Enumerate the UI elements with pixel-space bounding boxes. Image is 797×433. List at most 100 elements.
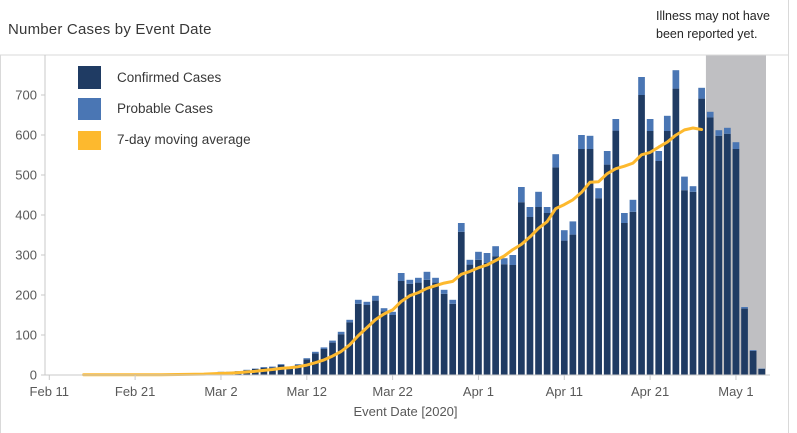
- bar-probable[interactable]: [483, 253, 491, 263]
- bar-confirmed[interactable]: [569, 234, 577, 375]
- bar-confirmed[interactable]: [595, 198, 602, 375]
- bar-confirmed[interactable]: [758, 369, 766, 375]
- bar-confirmed[interactable]: [535, 207, 542, 375]
- bar-probable[interactable]: [526, 207, 534, 217]
- bar-confirmed[interactable]: [715, 135, 723, 375]
- bar-probable[interactable]: [698, 87, 705, 99]
- bar-confirmed[interactable]: [586, 149, 594, 375]
- bar-probable[interactable]: [303, 358, 311, 360]
- bar-probable[interactable]: [552, 154, 560, 168]
- bar-probable[interactable]: [432, 277, 439, 283]
- bar-probable[interactable]: [689, 186, 697, 192]
- bar-confirmed[interactable]: [337, 334, 345, 375]
- bar-confirmed[interactable]: [698, 98, 705, 375]
- bar-confirmed[interactable]: [294, 365, 302, 375]
- bar-probable[interactable]: [346, 319, 354, 323]
- bar-confirmed[interactable]: [406, 283, 414, 375]
- bar-confirmed[interactable]: [269, 367, 276, 375]
- bar-confirmed[interactable]: [741, 308, 748, 375]
- bar-confirmed[interactable]: [432, 282, 439, 375]
- bar-confirmed[interactable]: [578, 149, 585, 375]
- bar-probable[interactable]: [475, 251, 482, 260]
- bar-probable[interactable]: [466, 259, 474, 265]
- bar-confirmed[interactable]: [423, 279, 431, 375]
- bar-probable[interactable]: [732, 142, 740, 149]
- bar-confirmed[interactable]: [621, 223, 628, 375]
- bar-probable[interactable]: [389, 311, 396, 315]
- bar-confirmed[interactable]: [526, 217, 534, 375]
- bar-confirmed[interactable]: [724, 133, 731, 375]
- bar-confirmed[interactable]: [483, 263, 491, 375]
- bar-probable[interactable]: [397, 273, 405, 281]
- bar-confirmed[interactable]: [749, 351, 757, 375]
- bar-confirmed[interactable]: [603, 164, 611, 375]
- bar-probable[interactable]: [337, 331, 345, 335]
- bar-probable[interactable]: [543, 207, 551, 213]
- bar-probable[interactable]: [329, 340, 336, 343]
- bar-confirmed[interactable]: [415, 282, 422, 375]
- bar-probable[interactable]: [449, 299, 457, 304]
- bar-probable[interactable]: [380, 308, 388, 312]
- bar-confirmed[interactable]: [706, 117, 714, 376]
- bar-confirmed[interactable]: [389, 315, 396, 375]
- bar-probable[interactable]: [749, 350, 757, 351]
- bar-probable[interactable]: [320, 347, 328, 349]
- legend-item-moving-average[interactable]: 7-day moving average: [78, 128, 251, 151]
- bar-confirmed[interactable]: [329, 342, 336, 375]
- bar-probable[interactable]: [663, 115, 671, 131]
- bar-confirmed[interactable]: [277, 365, 285, 375]
- bar-confirmed[interactable]: [509, 265, 517, 375]
- bar-probable[interactable]: [363, 301, 371, 305]
- bar-probable[interactable]: [681, 176, 688, 191]
- bar-probable[interactable]: [603, 151, 611, 165]
- bar-probable[interactable]: [724, 127, 731, 134]
- bar-probable[interactable]: [500, 258, 508, 265]
- bar-probable[interactable]: [492, 246, 499, 257]
- bar-confirmed[interactable]: [655, 161, 663, 375]
- bar-probable[interactable]: [672, 70, 680, 89]
- bar-probable[interactable]: [457, 223, 465, 232]
- legend-item-confirmed[interactable]: Confirmed Cases: [78, 66, 251, 89]
- bar-probable[interactable]: [277, 364, 285, 365]
- bar-confirmed[interactable]: [354, 303, 362, 375]
- bar-confirmed[interactable]: [689, 191, 697, 375]
- bar-probable[interactable]: [612, 119, 620, 131]
- bar-confirmed[interactable]: [380, 311, 388, 375]
- bar-probable[interactable]: [372, 295, 379, 301]
- bar-confirmed[interactable]: [286, 367, 293, 375]
- bar-probable[interactable]: [715, 130, 723, 136]
- bar-probable[interactable]: [415, 277, 422, 283]
- bar-confirmed[interactable]: [372, 300, 379, 375]
- bar-confirmed[interactable]: [346, 322, 354, 375]
- bar-probable[interactable]: [312, 351, 319, 354]
- bar-confirmed[interactable]: [612, 130, 620, 375]
- bar-probable[interactable]: [440, 289, 448, 294]
- bar-confirmed[interactable]: [663, 131, 671, 375]
- bar-confirmed[interactable]: [560, 240, 568, 375]
- bar-confirmed[interactable]: [681, 190, 688, 375]
- bar-probable[interactable]: [638, 77, 645, 95]
- bar-confirmed[interactable]: [518, 202, 525, 375]
- bar-probable[interactable]: [629, 199, 637, 212]
- bar-confirmed[interactable]: [629, 211, 637, 375]
- bar-probable[interactable]: [535, 191, 542, 207]
- bar-probable[interactable]: [354, 299, 362, 304]
- legend-item-probable[interactable]: Probable Cases: [78, 97, 251, 120]
- bar-confirmed[interactable]: [500, 264, 508, 375]
- bar-confirmed[interactable]: [363, 305, 371, 375]
- bar-confirmed[interactable]: [492, 256, 499, 375]
- bar-confirmed[interactable]: [638, 95, 645, 375]
- bar-probable[interactable]: [560, 230, 568, 241]
- bar-probable[interactable]: [509, 255, 517, 265]
- bar-probable[interactable]: [595, 188, 602, 199]
- bar-probable[interactable]: [260, 367, 268, 368]
- bar-probable[interactable]: [578, 135, 585, 149]
- bar-probable[interactable]: [406, 279, 414, 284]
- bar-probable[interactable]: [646, 119, 654, 131]
- bar-probable[interactable]: [294, 364, 302, 365]
- bar-confirmed[interactable]: [457, 231, 465, 375]
- bar-probable[interactable]: [741, 307, 748, 309]
- bar-confirmed[interactable]: [475, 259, 482, 375]
- bar-confirmed[interactable]: [646, 131, 654, 375]
- bar-probable[interactable]: [518, 187, 525, 203]
